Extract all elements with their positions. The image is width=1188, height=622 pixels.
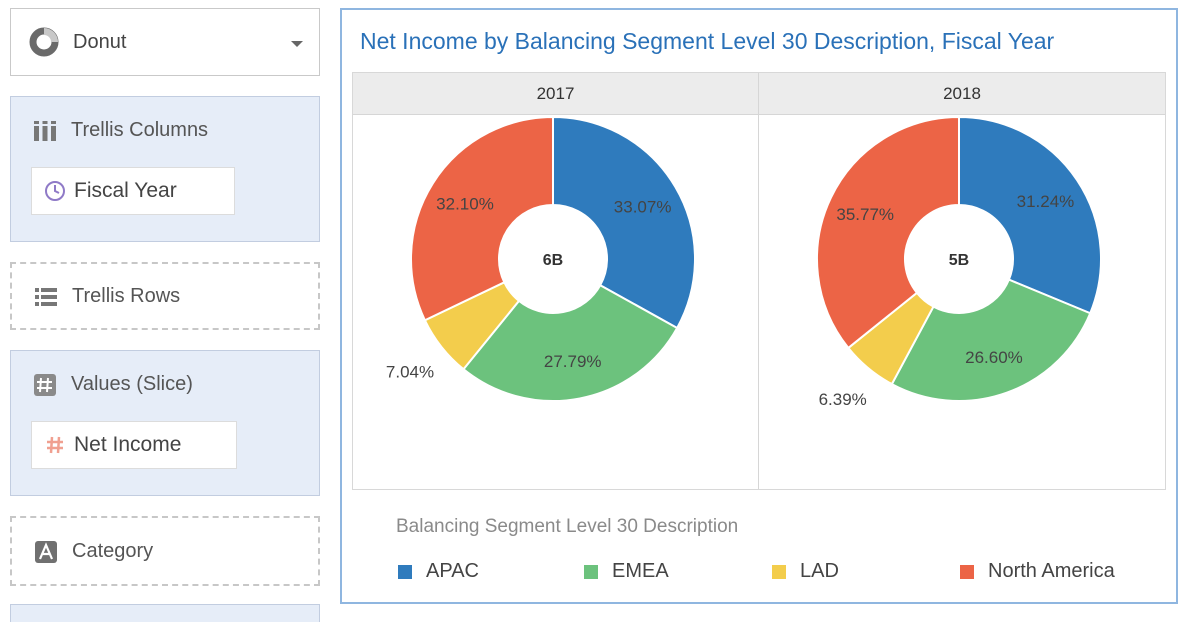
trellis-columns-header: Trellis Columns xyxy=(33,119,208,142)
category-header: Category xyxy=(34,540,153,563)
donut-center-total: 5B xyxy=(949,252,969,269)
trellis-columns-zone[interactable]: Trellis Columns Fiscal Year xyxy=(10,96,320,242)
rows-icon xyxy=(35,287,57,306)
donut-chart-2018[interactable]: 31.24% 26.60% 6.39% 35.77% 5B xyxy=(759,115,1165,489)
trellis-rows-zone[interactable]: Trellis Rows xyxy=(10,262,320,330)
legend-item-lad[interactable]: LAD xyxy=(772,560,839,583)
fiscal-year-pill-label: Fiscal Year xyxy=(74,179,177,202)
slice-label-north-america: 35.77% xyxy=(836,205,894,224)
slice-emea[interactable] xyxy=(462,283,679,402)
slice-label-emea: 27.79% xyxy=(544,352,602,371)
slice-label-north-america: 32.10% xyxy=(436,195,494,214)
trellis-rows-header: Trellis Rows xyxy=(34,285,180,308)
net-income-pill-label: Net Income xyxy=(74,433,182,456)
values-slice-header: Values (Slice) xyxy=(33,373,193,396)
chevron-down-icon[interactable] xyxy=(291,41,303,47)
legend-label-north-america: North America xyxy=(988,560,1115,582)
legend-swatch-emea xyxy=(584,564,598,579)
legend-item-emea[interactable]: EMEA xyxy=(584,560,669,583)
next-drop-zone[interactable] xyxy=(10,604,320,622)
legend-swatch-apac xyxy=(398,564,412,579)
values-slice-label: Values (Slice) xyxy=(71,373,193,395)
columns-icon xyxy=(34,120,56,141)
slice-apac[interactable] xyxy=(958,115,1102,315)
slice-emea[interactable] xyxy=(890,278,1092,402)
legend-title: Balancing Segment Level 30 Description xyxy=(396,516,739,537)
trellis-column-header-2017: 2017 xyxy=(353,73,758,115)
slice-label-lad: 6.39% xyxy=(819,390,867,409)
trellis-column-header-2018: 2018 xyxy=(759,73,1165,115)
donut-chart-2017[interactable]: 33.07% 27.79% 7.04% 32.10% 6B xyxy=(353,115,758,489)
trellis-columns-label: Trellis Columns xyxy=(71,119,209,141)
slice-north-america[interactable] xyxy=(410,115,554,322)
slice-label-emea: 26.60% xyxy=(965,348,1023,367)
slice-label-apac: 33.07% xyxy=(614,197,672,216)
legend-label-lad: LAD xyxy=(800,560,839,582)
chart-canvas[interactable]: Net Income by Balancing Segment Level 30… xyxy=(340,8,1178,604)
slice-apac[interactable] xyxy=(552,115,696,330)
category-label: Category xyxy=(72,540,154,562)
trellis-grid: 2017 2018 33.07% 27.79% 7.04% 32.10% 6B 31.2… xyxy=(352,72,1166,490)
clock-icon xyxy=(45,181,65,201)
donut-icon xyxy=(29,27,59,57)
values-slice-zone[interactable]: Values (Slice) Net Income xyxy=(10,350,320,496)
slice-north-america[interactable] xyxy=(816,115,960,350)
category-zone[interactable]: Category xyxy=(10,516,320,586)
slice-label-apac: 31.24% xyxy=(1017,192,1075,211)
legend-label-apac: APAC xyxy=(426,560,479,582)
slice-label-lad: 7.04% xyxy=(386,363,434,382)
trellis-rows-label: Trellis Rows xyxy=(72,285,181,307)
legend-label-emea: EMEA xyxy=(612,560,669,582)
legend-swatch-lad xyxy=(772,564,786,579)
chart-title: Net Income by Balancing Segment Level 30… xyxy=(360,28,1055,54)
net-income-pill[interactable]: Net Income xyxy=(31,421,237,469)
donut-center-total: 6B xyxy=(543,252,563,269)
legend-item-apac[interactable]: APAC xyxy=(398,560,479,583)
fiscal-year-pill[interactable]: Fiscal Year xyxy=(31,167,235,215)
chart-type-label: Donut xyxy=(73,30,127,53)
legend-swatch-north-america xyxy=(960,564,974,579)
trellis-divider xyxy=(758,73,759,489)
legend-item-north-america[interactable]: North America xyxy=(960,560,1115,583)
hash-icon xyxy=(34,373,56,396)
hash-icon xyxy=(47,436,63,454)
letter-a-icon xyxy=(35,540,57,563)
chart-type-dropdown[interactable]: Donut xyxy=(10,8,320,76)
